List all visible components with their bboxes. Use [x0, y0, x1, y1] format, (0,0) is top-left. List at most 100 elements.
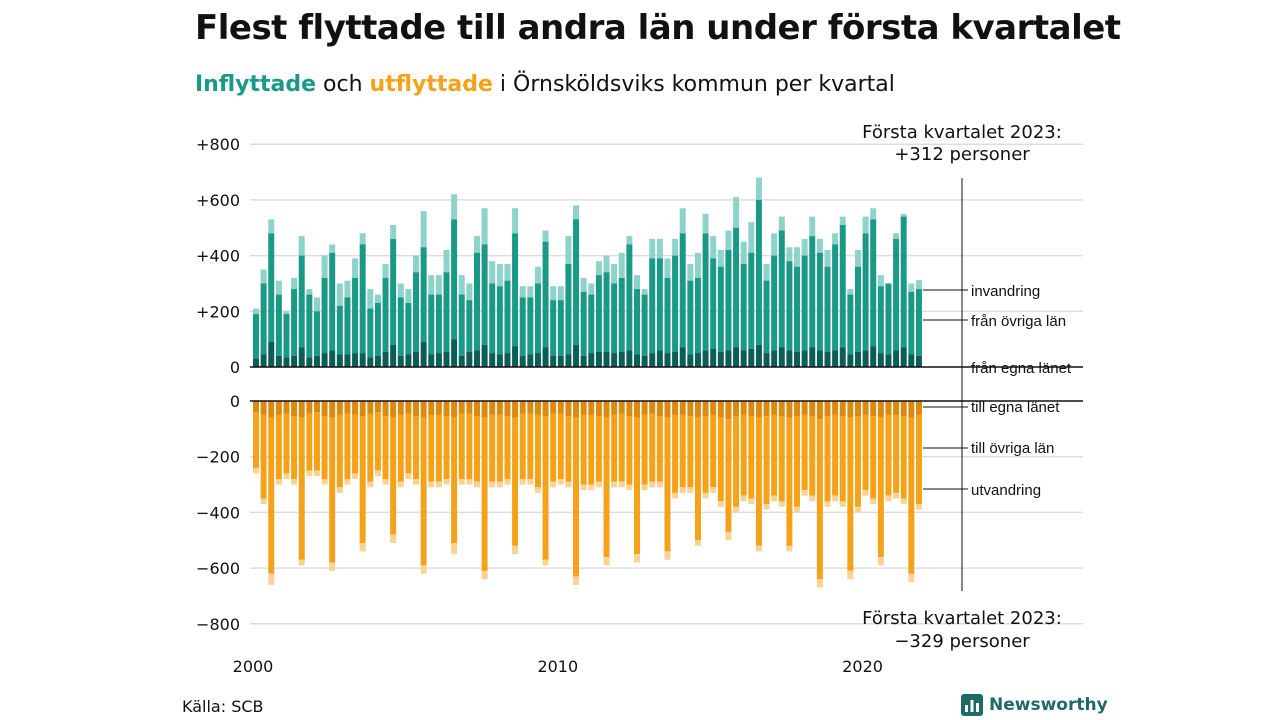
bar-inflow-immigration — [839, 216, 846, 225]
bar-inflow-own-county — [755, 344, 762, 367]
bar-outflow-emigration — [893, 492, 900, 499]
bar-inflow-other-counties — [900, 216, 907, 348]
bar-outflow-other-counties — [443, 416, 450, 479]
bar-outflow-own-county — [542, 401, 549, 417]
bar-outflow-emigration — [595, 481, 602, 488]
bar-inflow-own-county — [618, 351, 625, 367]
bar-outflow-own-county — [367, 401, 374, 414]
bar-inflow-own-county — [268, 341, 275, 367]
bar-inflow-other-counties — [595, 275, 602, 352]
bar-inflow-other-counties — [771, 255, 778, 351]
bar-inflow-own-county — [260, 354, 267, 367]
bar-outflow-own-county — [550, 401, 557, 414]
bar-inflow-own-county — [313, 355, 320, 367]
bar-inflow-other-counties — [382, 277, 389, 352]
bar-outflow-own-county — [565, 401, 572, 417]
bar-outflow-emigration — [527, 478, 534, 485]
bar-inflow-own-county — [413, 351, 420, 367]
bar-inflow-other-counties — [329, 252, 336, 351]
bar-outflow-other-counties — [573, 417, 580, 577]
bar-inflow-immigration — [458, 275, 465, 295]
bar-inflow-immigration — [397, 283, 404, 298]
bar-inflow-other-counties — [702, 233, 709, 351]
bar-inflow-other-counties — [275, 294, 282, 356]
bar-outflow-own-county — [291, 401, 298, 417]
bar-outflow-emigration — [512, 545, 519, 555]
bar-outflow-emigration — [565, 481, 572, 488]
bar-inflow-own-county — [664, 353, 671, 367]
bar-inflow-other-counties — [893, 238, 900, 351]
bar-inflow-other-counties — [618, 277, 625, 352]
bar-inflow-other-counties — [489, 283, 496, 354]
bar-outflow-own-county — [344, 401, 351, 414]
bar-inflow-other-counties — [527, 297, 534, 355]
bar-outflow-own-county — [443, 401, 450, 417]
bar-outflow-own-county — [687, 401, 694, 417]
bar-outflow-other-counties — [710, 414, 717, 488]
bar-outflow-own-county — [824, 401, 831, 417]
bar-outflow-own-county — [794, 401, 801, 417]
bar-inflow-immigration — [519, 286, 526, 298]
bar-outflow-other-counties — [580, 414, 587, 485]
bar-outflow-own-county — [580, 401, 587, 415]
bar-outflow-own-county — [748, 401, 755, 417]
bar-inflow-other-counties — [573, 219, 580, 345]
chart-title: Flest flyttade till andra län under förs… — [195, 8, 1121, 48]
bar-outflow-emigration — [664, 551, 671, 560]
bar-outflow-own-county — [573, 401, 580, 418]
bar-inflow-other-counties — [550, 300, 557, 356]
bar-inflow-own-county — [420, 341, 427, 367]
bar-outflow-emigration — [763, 504, 770, 510]
bar-outflow-emigration — [306, 470, 313, 477]
bar-inflow-immigration — [634, 275, 640, 290]
bar-outflow-emigration — [420, 565, 427, 574]
bar-outflow-other-counties — [763, 416, 770, 505]
bar-inflow-own-county — [466, 351, 473, 367]
bar-inflow-immigration — [313, 297, 320, 312]
bar-outflow-own-county — [435, 401, 442, 415]
bar-outflow-other-counties — [664, 417, 671, 552]
migration-chart: +800 +600 +400 +200 0 0 −200 −400 −600 −800 2000 20… — [196, 122, 1083, 676]
bar-inflow-immigration — [413, 255, 420, 273]
bar-inflow-own-county — [512, 346, 519, 367]
bar-outflow-own-county — [481, 401, 488, 418]
bar-inflow-other-counties — [496, 286, 503, 355]
bar-inflow-other-counties — [611, 283, 618, 354]
bar-outflow-other-counties — [283, 413, 290, 474]
bar-outflow-own-county — [832, 401, 839, 415]
bar-inflow-own-county — [885, 354, 892, 367]
bar-outflow-other-counties — [496, 414, 503, 482]
bar-inflow-immigration — [466, 283, 473, 301]
bar-inflow-immigration — [382, 263, 389, 278]
bar-inflow-immigration — [367, 289, 374, 309]
bar-outflow-emigration — [428, 481, 435, 488]
bar-inflow-other-counties — [253, 314, 259, 359]
bar-outflow-other-counties — [435, 414, 442, 482]
bar-inflow-immigration — [542, 230, 549, 242]
bar-inflow-other-counties — [854, 266, 861, 352]
bar-outflow-other-counties — [839, 416, 846, 502]
y-tick-label-bottom: −200 — [196, 448, 240, 467]
bar-inflow-immigration — [694, 252, 701, 278]
bar-outflow-emigration — [862, 490, 869, 496]
bar-inflow-own-county — [893, 350, 900, 367]
bar-inflow-immigration — [748, 222, 755, 253]
bar-inflow-other-counties — [748, 252, 755, 349]
bar-outflow-other-counties — [824, 416, 831, 502]
bar-outflow-emigration — [466, 478, 473, 485]
bar-outflow-other-counties — [390, 417, 397, 535]
bar-outflow-own-county — [352, 401, 359, 415]
bar-outflow-own-county — [359, 401, 366, 417]
bar-inflow-immigration — [428, 275, 435, 295]
bar-outflow-other-counties — [717, 417, 724, 502]
bar-outflow-emigration — [679, 487, 686, 493]
bar-inflow-own-county — [915, 355, 922, 367]
bar-inflow-immigration — [565, 236, 572, 264]
bar-outflow-emigration — [672, 492, 679, 499]
bar-outflow-other-counties — [550, 413, 557, 482]
bar-inflow-immigration — [672, 238, 679, 256]
bar-outflow-emigration — [832, 495, 839, 502]
bar-outflow-emigration — [451, 543, 458, 555]
bar-outflow-own-county — [519, 401, 526, 414]
bar-inflow-immigration — [374, 294, 381, 303]
